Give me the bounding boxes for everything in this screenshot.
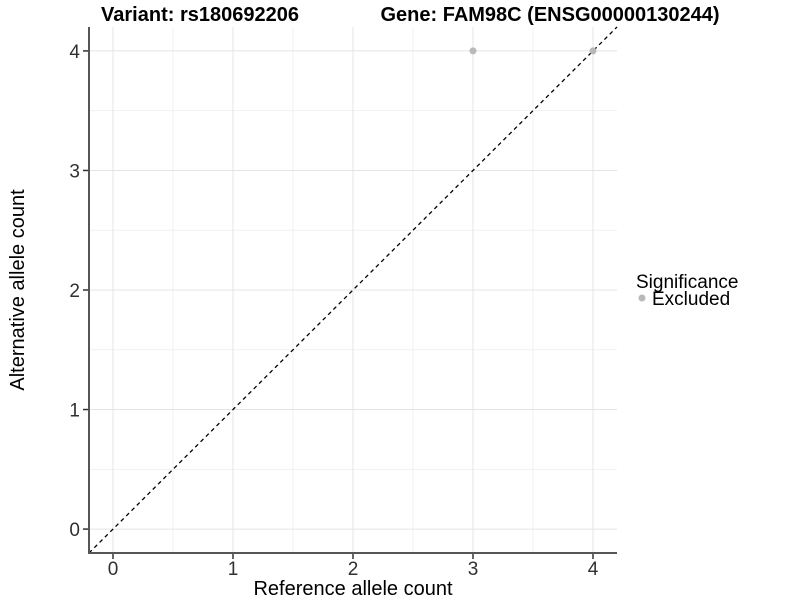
legend: Significance Excluded [636, 272, 738, 310]
plot-title-variant: Variant: rs180692206 [101, 4, 299, 26]
y-tick-label: 1 [69, 401, 80, 422]
data-point-excluded [469, 47, 477, 55]
x-tick-label: 3 [468, 559, 479, 580]
legend-label-excluded: Excluded [652, 289, 730, 310]
y-tick-label: 2 [69, 281, 80, 302]
y-tick-label: 0 [69, 520, 80, 541]
axis-ticks-layer [83, 50, 594, 559]
axis-tick-labels-layer: 0 1 2 3 4 0 1 2 3 4 [69, 42, 598, 580]
y-tick-label: 3 [69, 161, 80, 182]
x-tick-label: 1 [228, 559, 239, 580]
legend-key-excluded-point-icon [638, 294, 646, 302]
major-gridlines [89, 27, 617, 553]
plot-title-gene: Gene: FAM98C (ENSG00000130244) [380, 4, 719, 26]
x-tick-label: 0 [108, 559, 119, 580]
x-tick-label: 2 [348, 559, 359, 580]
x-tick-label: 4 [588, 559, 599, 580]
legend-title: Significance [636, 272, 738, 293]
x-axis-title: Reference allele count [253, 578, 452, 600]
data-point-excluded [589, 47, 597, 55]
y-axis-title: Alternative allele count [7, 189, 29, 391]
data-points-layer [469, 47, 597, 55]
y-tick-label: 4 [69, 42, 80, 63]
